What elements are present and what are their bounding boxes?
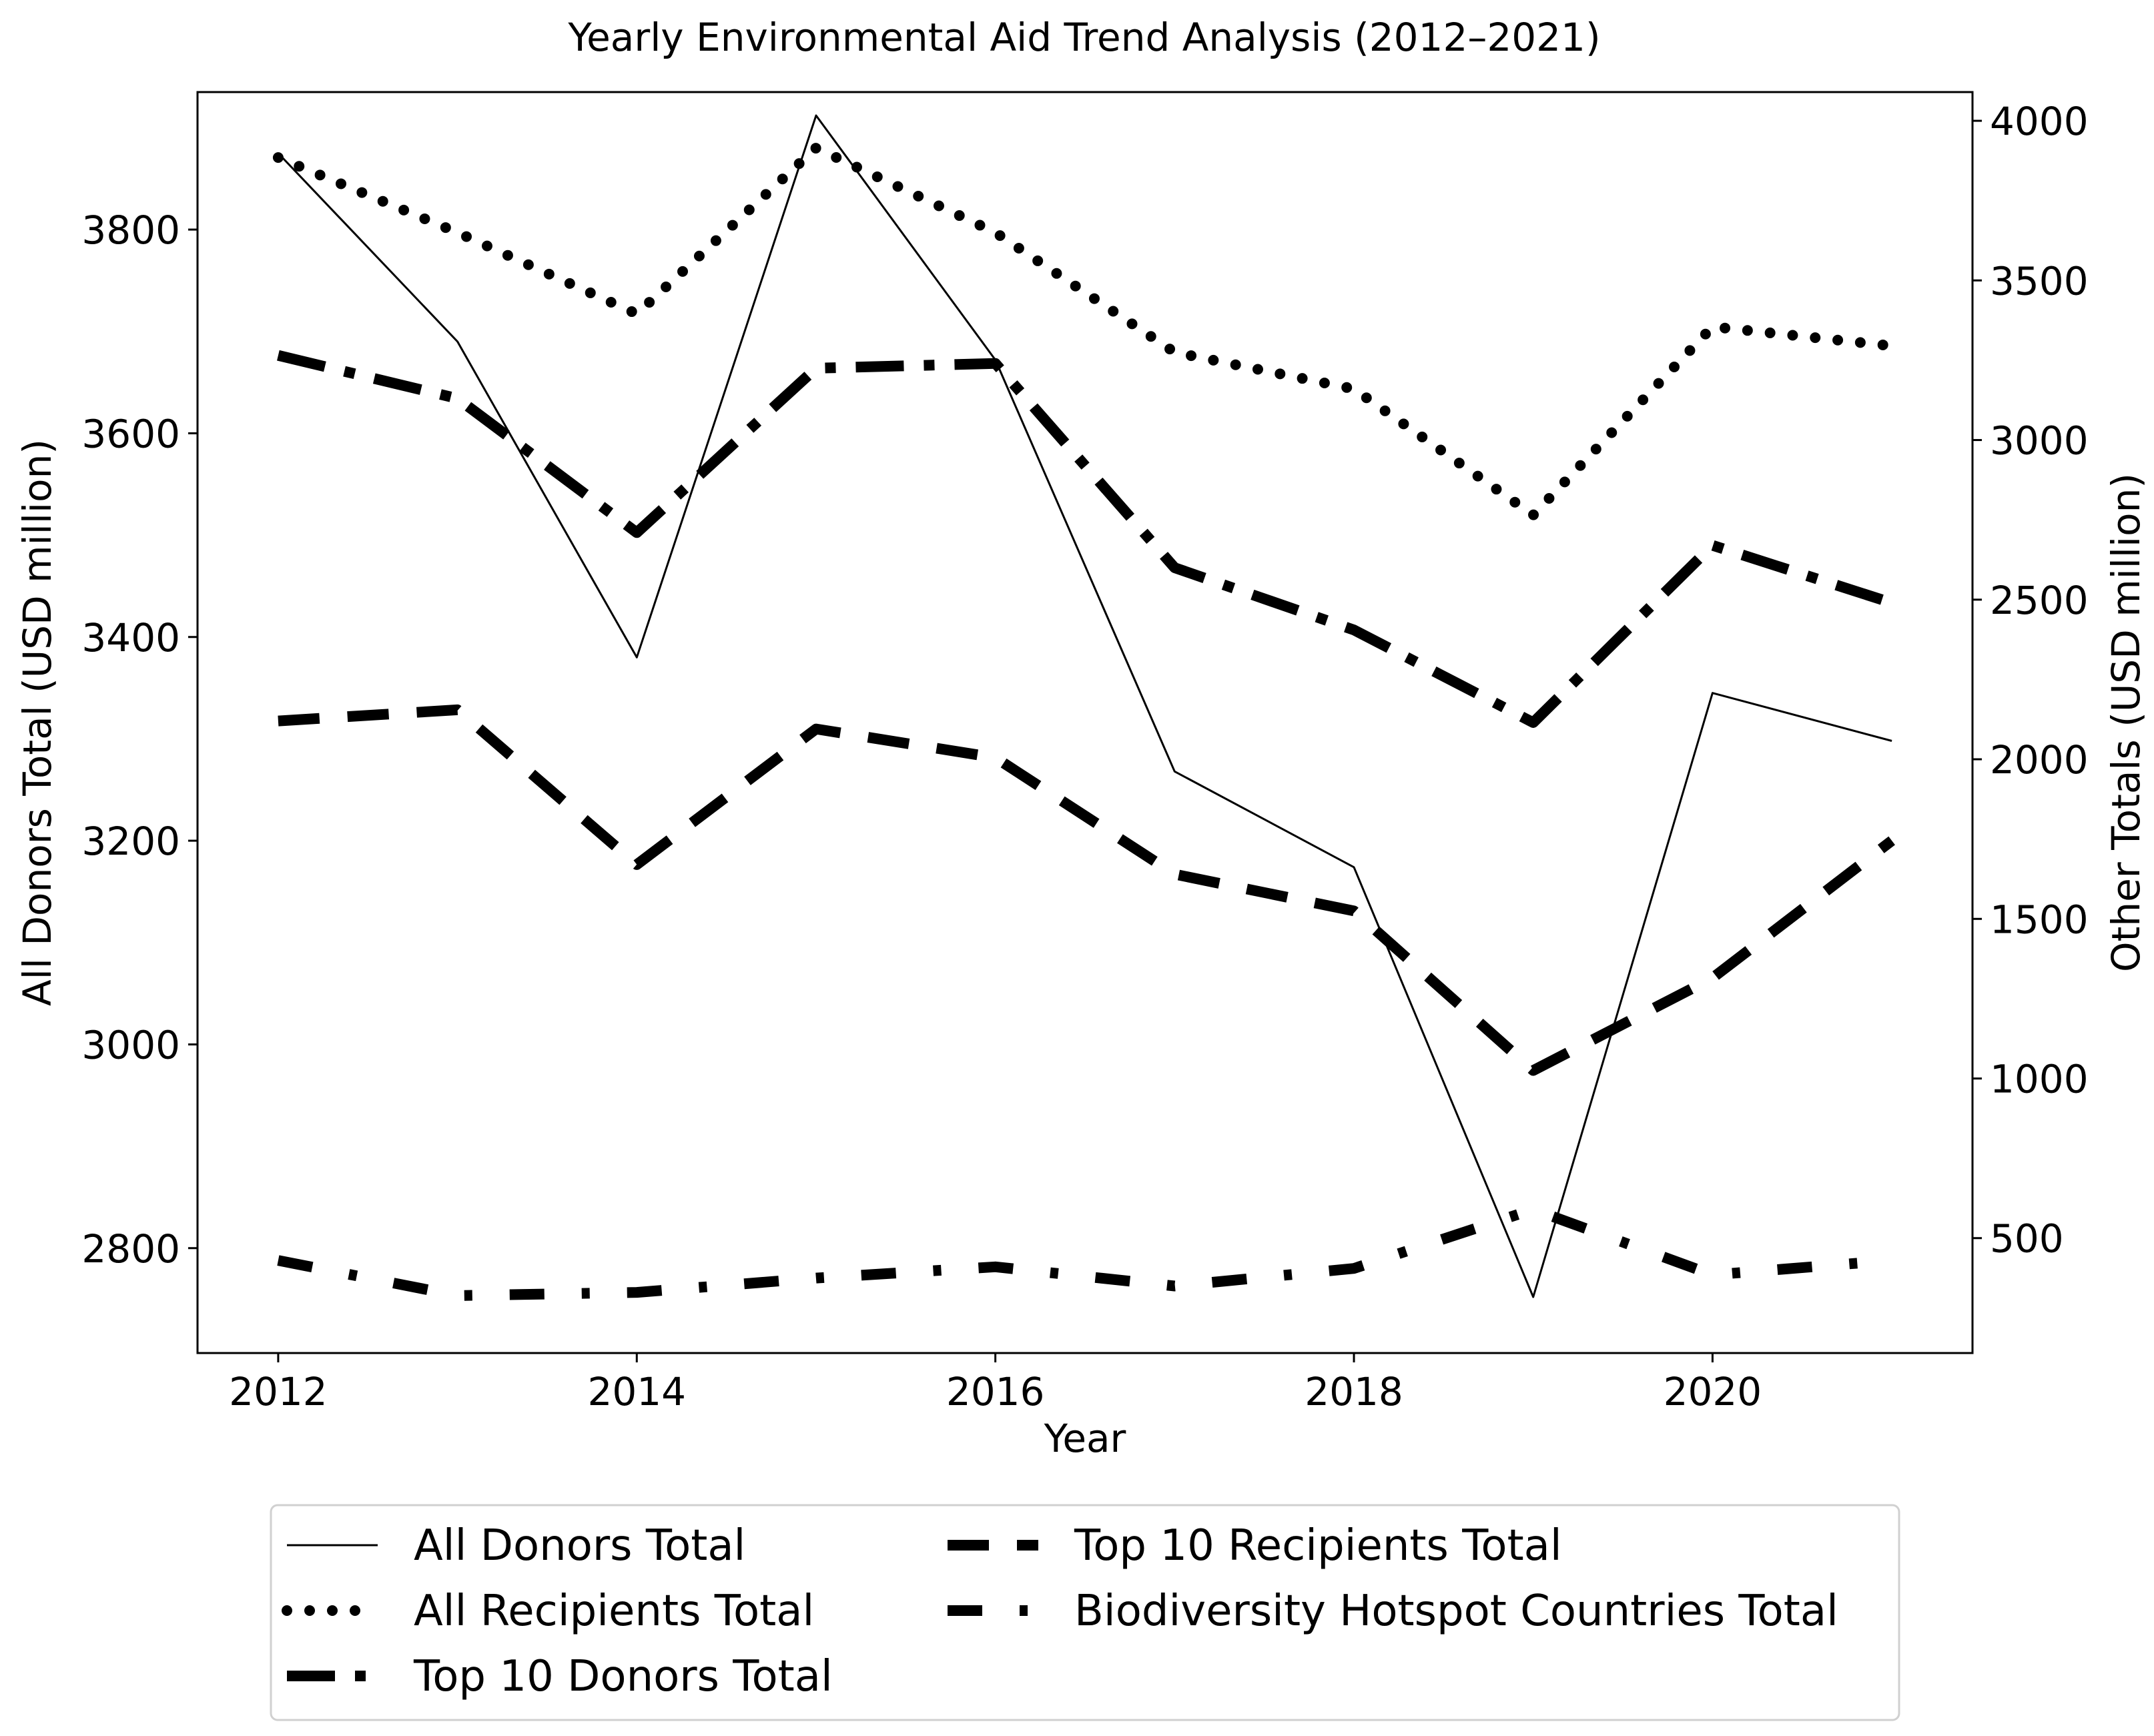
y-right-tick-label: 1000: [1990, 1057, 2089, 1102]
series-line-all-donors-total: [277, 114, 1892, 1298]
chart-title: Yearly Environmental Aid Trend Analysis …: [567, 15, 1600, 60]
axis-layer: 2012 2014 2016 2018 2020 2800 3000 3200 3400 3600…: [81, 99, 2088, 1414]
plot-area-frame: [196, 91, 1974, 1354]
x-tick-label: 2014: [587, 1369, 686, 1414]
y-right-tick-label: 1500: [1990, 897, 2089, 942]
legend-label-all-recipients-total: All Recipients Total: [414, 1587, 814, 1636]
legend: All Donors Total All Recipients Total Top …: [270, 1504, 1900, 1721]
y-left-tick-label: 3800: [81, 207, 180, 253]
y-left-tick-label: 2800: [81, 1226, 180, 1272]
y-right-tick-label: 2000: [1990, 737, 2089, 783]
y-right-tick-label: 2500: [1990, 578, 2089, 623]
y-right-tick-label: 3500: [1990, 258, 2089, 304]
y-left-tick-label: 3200: [81, 819, 180, 864]
y-axis-left-label: All Donors Total (USD million): [15, 439, 60, 1006]
y-axis-right-label: Other Totals (USD million): [2103, 473, 2149, 972]
series-line-top-10-recipients-total: [278, 704, 1895, 1076]
y-left-tick-label: 3600: [81, 411, 180, 456]
legend-box: [270, 1504, 1900, 1721]
legend-label-top-10-recipients-total: Top 10 Recipients Total: [1074, 1521, 1562, 1571]
x-axis-label: Year: [1044, 1416, 1126, 1461]
series-layer: [272, 114, 1898, 1301]
x-tick-label: 2018: [1305, 1369, 1403, 1414]
y-right-tick-label: 4000: [1990, 99, 2089, 144]
x-tick-label: 2020: [1664, 1369, 1762, 1414]
series-line-biodiversity-hotspot-countries-total: [277, 1204, 1892, 1301]
legend-label-all-donors-total: All Donors Total: [414, 1521, 745, 1571]
legend-label-top-10-donors-total: Top 10 Donors Total: [413, 1652, 833, 1701]
legend-label-biodiversity-hotspot-countries-total: Biodiversity Hotspot Countries Total: [1074, 1587, 1838, 1636]
series-line-all-recipients-total: [272, 142, 1898, 520]
x-tick-label: 2012: [229, 1369, 328, 1414]
y-right-tick-label: 500: [1990, 1216, 2064, 1262]
x-tick-label: 2016: [946, 1369, 1045, 1414]
y-left-tick-label: 3400: [81, 615, 180, 661]
series-line-top-10-donors-total: [277, 350, 1894, 728]
y-left-tick-label: 3000: [81, 1022, 180, 1067]
y-right-tick-label: 3000: [1990, 418, 2089, 464]
